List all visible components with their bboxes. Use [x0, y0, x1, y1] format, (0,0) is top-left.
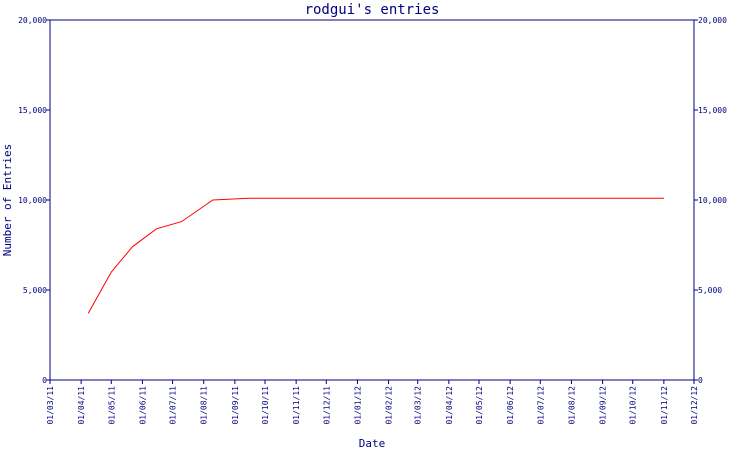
y-tick-label-left: 5,000 [23, 286, 47, 295]
x-tick-group: 01/03/11 01/04/11 01/05/11 01/06/11 01/07/11… [46, 380, 699, 425]
x-tick-label: 01/02/12 [385, 386, 394, 425]
x-tick-label: 01/03/11 [46, 386, 55, 425]
y-tick-label-right: 15,000 [698, 106, 727, 115]
x-tick-label: 01/07/12 [536, 386, 545, 425]
x-tick-label: 01/06/11 [138, 386, 147, 425]
x-tick-label: 01/05/12 [475, 386, 484, 425]
y-tick-label-left: 0 [42, 376, 47, 385]
y-tick-label-right: 5,000 [698, 286, 722, 295]
x-tick-label: 01/09/11 [231, 386, 240, 425]
x-tick-label: 01/12/11 [322, 386, 331, 425]
y-axis-label: Number of Entries [1, 144, 14, 257]
x-tick-label: 01/08/11 [200, 386, 209, 425]
x-tick-label: 01/07/11 [169, 386, 178, 425]
x-tick-label: 01/12/12 [690, 386, 699, 425]
series-line [87, 197, 664, 314]
chart-title: rodgui's entries [305, 2, 440, 18]
x-tick-label: 01/11/11 [292, 386, 301, 425]
x-tick-label: 01/10/12 [629, 386, 638, 425]
y-tick-label-left: 20,000 [18, 16, 47, 25]
y-tick-label-right: 0 [698, 376, 703, 385]
x-tick-label: 01/11/12 [660, 386, 669, 425]
x-tick-label: 01/04/12 [445, 386, 454, 425]
x-tick-label: 01/08/12 [567, 386, 576, 425]
y-tick-label-right: 10,000 [698, 196, 727, 205]
x-tick-label: 01/03/12 [414, 386, 423, 425]
x-tick-label: 01/04/11 [77, 386, 86, 425]
x-tick-label: 01/05/11 [107, 386, 116, 425]
y-tick-label-left: 15,000 [18, 106, 47, 115]
x-tick-label: 01/01/12 [353, 386, 362, 425]
y-tick-label-right: 20,000 [698, 16, 727, 25]
y-tick-group: 0 0 5,000 5,000 10,000 10,000 15,000 15,000 20,0… [18, 16, 727, 385]
x-tick-label: 01/10/11 [261, 386, 270, 425]
x-tick-label: 01/06/12 [506, 386, 515, 425]
y-tick-label-left: 10,000 [18, 196, 47, 205]
x-tick-label: 01/09/12 [599, 386, 608, 425]
x-axis-label: Date [359, 437, 386, 450]
